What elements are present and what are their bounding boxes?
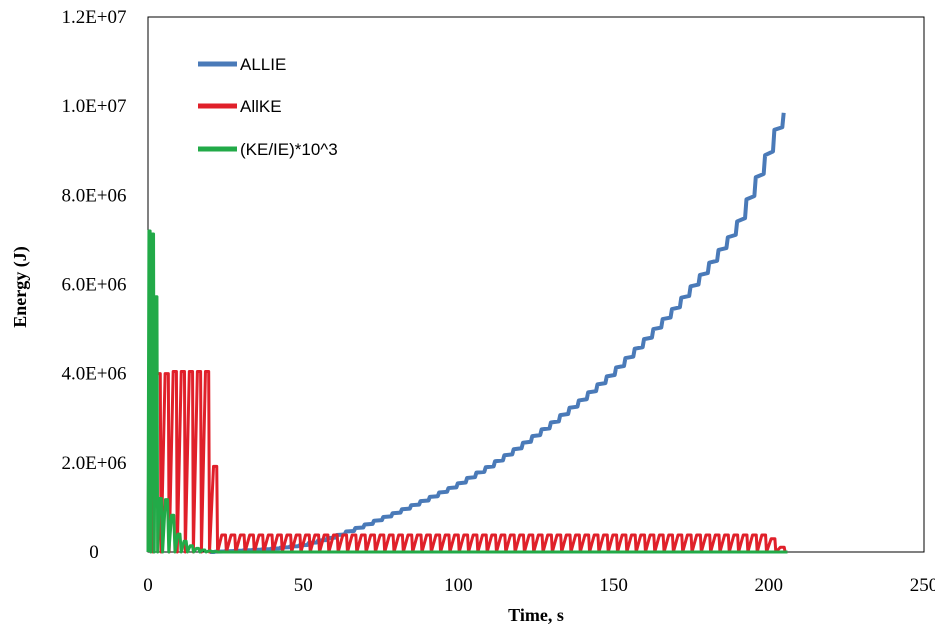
y-tick-label: 8.0E+06: [61, 185, 126, 206]
x-axis-title: Time, s: [508, 605, 564, 625]
y-tick-label: 1.2E+07: [61, 7, 126, 28]
x-tick-label: 50: [294, 575, 313, 596]
x-tick-label: 250: [910, 575, 935, 596]
y-tick-label: 2.0E+06: [61, 453, 126, 474]
legend-label: (KE/IE)*10^3: [240, 140, 338, 159]
legend-label: ALLIE: [240, 55, 286, 74]
legend-label: AllKE: [240, 97, 282, 116]
series-line-1: [146, 369, 788, 554]
series-line-0: [210, 112, 786, 554]
y-tick-label: 6.0E+06: [61, 275, 126, 296]
x-tick-label: 200: [755, 575, 784, 596]
x-tick-label: 100: [444, 575, 473, 596]
x-tick-label: 0: [143, 575, 153, 596]
series-line-2: [146, 229, 788, 554]
plot-area: [147, 16, 925, 553]
x-axis-ticks: 0 50 100 150 200 250: [143, 575, 935, 596]
y-axis-title: Energy (J): [10, 246, 31, 327]
y-tick-label: 0: [89, 542, 99, 563]
legend: ALLIE AllKE (KE/IE)*10^3: [198, 55, 338, 159]
series-layer: [146, 112, 788, 554]
x-tick-label: 150: [599, 575, 628, 596]
y-tick-label: 1.0E+07: [61, 96, 126, 117]
y-tick-label: 4.0E+06: [61, 364, 126, 385]
y-axis-ticks: 0 2.0E+06 4.0E+06 6.0E+06 8.0E+06 1.0E+07 1.2E…: [61, 7, 126, 563]
